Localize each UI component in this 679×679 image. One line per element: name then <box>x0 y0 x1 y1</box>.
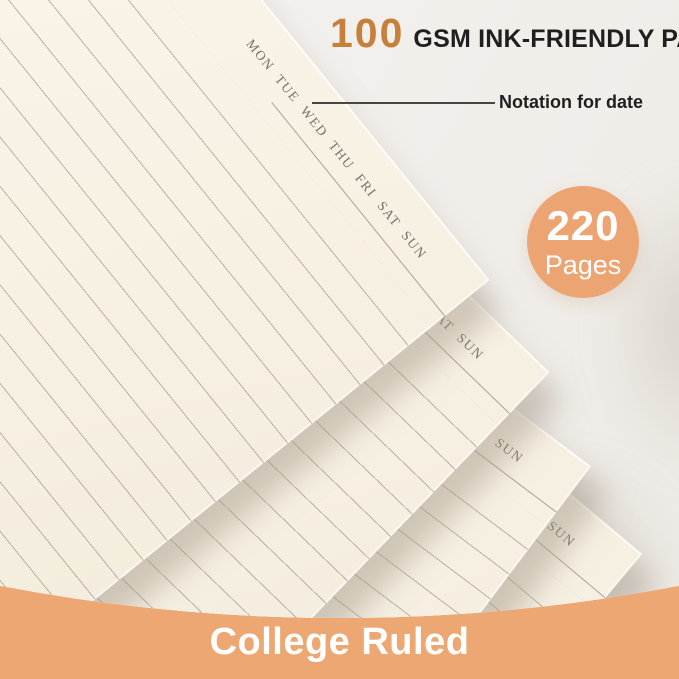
callout-label: Notation for date <box>499 92 643 112</box>
page-count-badge: 220 Pages <box>527 186 639 298</box>
callout-pointer-line <box>312 102 495 104</box>
page-count-value: 220 <box>546 202 620 249</box>
headline-text: GSM INK-FRIENDLY PAPER <box>413 25 679 53</box>
headline: 100 GSM INK-FRIENDLY PAPER <box>330 13 679 54</box>
page-count-unit: Pages <box>544 250 622 280</box>
headline-gsm-value: 100 <box>330 10 405 56</box>
date-slash: / <box>210 0 231 3</box>
ruling-type-label: College Ruled <box>209 621 470 663</box>
